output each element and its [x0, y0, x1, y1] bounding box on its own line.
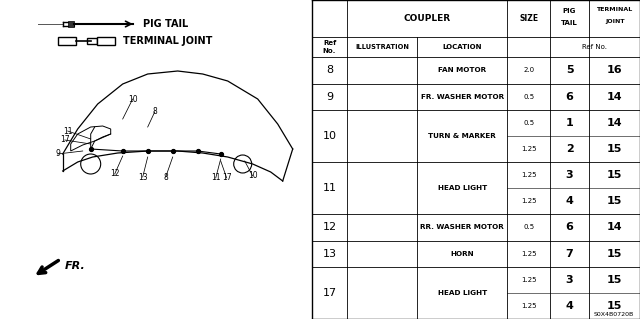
Text: SIZE: SIZE: [519, 14, 538, 23]
Text: 14: 14: [607, 222, 623, 233]
Text: TAIL: TAIL: [561, 20, 578, 26]
Text: RR. WASHER MOTOR: RR. WASHER MOTOR: [420, 225, 504, 230]
Text: 1: 1: [566, 118, 573, 128]
Text: 15: 15: [607, 275, 622, 285]
Text: 14: 14: [607, 92, 623, 102]
Text: 3: 3: [566, 275, 573, 285]
Text: Ref: Ref: [323, 40, 336, 46]
Text: 9: 9: [55, 150, 60, 159]
Text: 3: 3: [566, 170, 573, 180]
Text: ILLUSTRATION: ILLUSTRATION: [355, 44, 409, 50]
Text: 17: 17: [222, 174, 232, 182]
Text: HEAD LIGHT: HEAD LIGHT: [438, 185, 487, 191]
Text: 0.5: 0.5: [523, 120, 534, 126]
Text: 17: 17: [323, 288, 337, 298]
Text: 1.25: 1.25: [521, 172, 536, 178]
Text: 6: 6: [566, 92, 573, 102]
Polygon shape: [70, 126, 111, 151]
Text: 10: 10: [128, 94, 138, 103]
Text: 8: 8: [163, 173, 168, 182]
Text: 11: 11: [63, 127, 72, 136]
Text: 10: 10: [323, 131, 337, 141]
Text: 13: 13: [323, 249, 337, 259]
Text: HORN: HORN: [451, 251, 474, 256]
Text: 11: 11: [323, 183, 337, 193]
Text: S0X4B0720B: S0X4B0720B: [593, 312, 634, 317]
Text: FR. WASHER MOTOR: FR. WASHER MOTOR: [420, 94, 504, 100]
Text: 15: 15: [607, 144, 622, 154]
Text: 17: 17: [60, 136, 70, 145]
Text: LOCATION: LOCATION: [442, 44, 482, 50]
Text: 16: 16: [607, 65, 623, 76]
Text: 10: 10: [248, 172, 257, 181]
Text: JOINT: JOINT: [605, 19, 625, 24]
Text: 4: 4: [566, 301, 573, 311]
Text: Ref No.: Ref No.: [582, 44, 607, 50]
Text: 13: 13: [138, 173, 147, 182]
Bar: [58, 37, 76, 45]
Text: 1.25: 1.25: [521, 198, 536, 204]
Text: 9: 9: [326, 92, 333, 102]
Text: HEAD LIGHT: HEAD LIGHT: [438, 290, 487, 296]
Text: 1.25: 1.25: [521, 303, 536, 309]
Text: No.: No.: [323, 48, 336, 54]
Text: 15: 15: [607, 196, 622, 206]
Text: 8: 8: [326, 65, 333, 76]
Text: PIG: PIG: [563, 8, 576, 14]
Text: 11: 11: [211, 174, 220, 182]
Text: 12: 12: [110, 169, 120, 179]
Text: 1.25: 1.25: [521, 146, 536, 152]
Text: 14: 14: [607, 118, 623, 128]
Text: 0.5: 0.5: [523, 94, 534, 100]
Text: TERMINAL JOINT: TERMINAL JOINT: [123, 36, 212, 46]
Bar: [97, 37, 115, 45]
Text: FAN MOTOR: FAN MOTOR: [438, 68, 486, 73]
Text: 6: 6: [566, 222, 573, 233]
Bar: [86, 38, 97, 44]
Text: 1.25: 1.25: [521, 277, 536, 283]
Text: 7: 7: [566, 249, 573, 259]
Text: COUPLER: COUPLER: [403, 14, 451, 23]
Text: 15: 15: [607, 249, 622, 259]
Text: 12: 12: [323, 222, 337, 233]
Text: 2: 2: [566, 144, 573, 154]
Text: 8: 8: [152, 108, 157, 116]
Text: 2.0: 2.0: [523, 68, 534, 73]
Text: 5: 5: [566, 65, 573, 76]
Text: 0.5: 0.5: [523, 225, 534, 230]
Bar: [68, 21, 74, 27]
Text: FR.: FR.: [65, 261, 86, 271]
Text: 4: 4: [566, 196, 573, 206]
Text: 15: 15: [607, 170, 622, 180]
Text: 1.25: 1.25: [521, 251, 536, 256]
Text: PIG TAIL: PIG TAIL: [143, 19, 188, 29]
Text: 15: 15: [607, 301, 622, 311]
Text: TERMINAL: TERMINAL: [596, 7, 633, 12]
Text: TURN & MARKER: TURN & MARKER: [428, 133, 496, 139]
